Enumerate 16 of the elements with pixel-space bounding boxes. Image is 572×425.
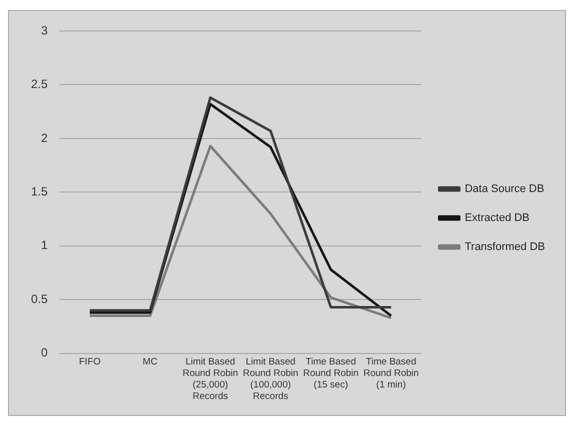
legend-label: Transformed DB [464,241,546,254]
y-tick-label: 1 [40,238,48,252]
x-tick-label: FIFO [78,356,101,368]
x-tick-label: Limit Based Round Robin (100,000) Records [242,356,298,402]
legend-label: Data Source DB [464,183,544,196]
y-tick-label: 3 [40,23,48,38]
y-tick-label: 1.5 [30,184,48,199]
y-tick-label: 0.5 [30,292,48,306]
x-tick-label: Time Based Round Robin (15 sec) [303,356,359,391]
y-tick-label: 2.5 [30,77,48,92]
y-tick-label: 0 [40,346,48,360]
x-tick-label: Time Based Round Robin (1 min) [363,356,419,391]
x-tick-label: MC [142,356,158,368]
y-tick-label: 2 [40,130,48,145]
x-tick-label: Limit Based Round Robin (25,000) Records [182,356,238,402]
legend-label: Extracted DB [464,212,530,224]
